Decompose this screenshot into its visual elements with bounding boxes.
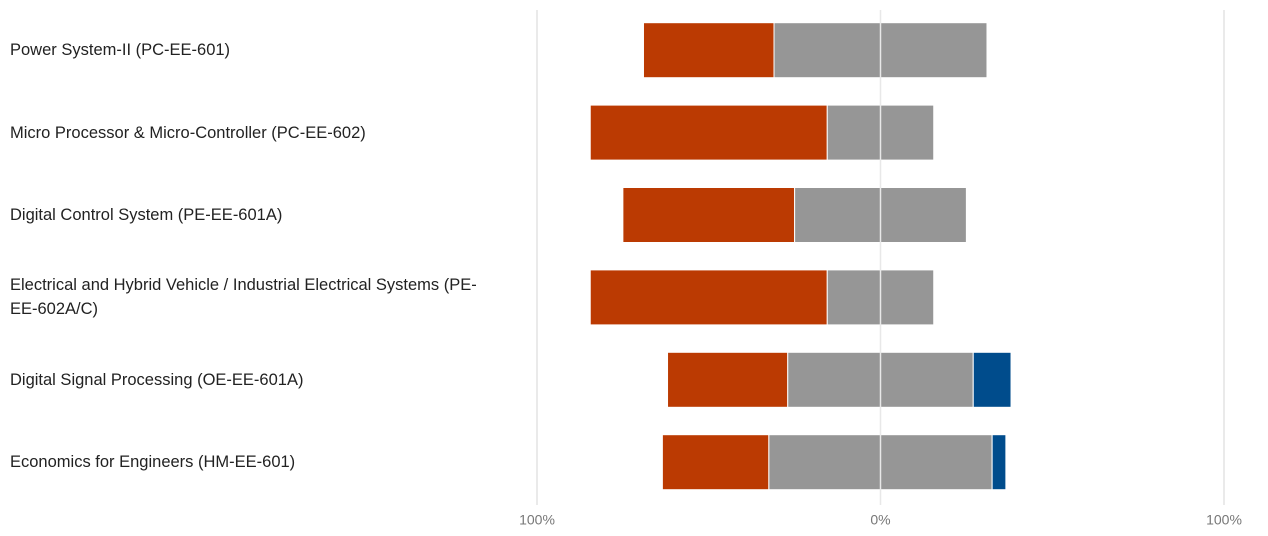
x-tick-label: 100% [519,512,555,528]
bar-segment [991,434,1007,491]
bar-segment [642,22,775,79]
category-label: Power System-II (PC-EE-601) [10,41,231,60]
x-tick-label: 100% [1206,512,1242,528]
category-label: Electrical and Hybrid Vehicle / Industri… [10,276,477,319]
x-tick-label: 0% [870,512,890,528]
category-label: Digital Signal Processing (OE-EE-601A) [10,370,304,389]
category-label: Economics for Engineers (HM-EE-601) [10,453,296,472]
bar-segment [972,351,1012,408]
bar-segment [589,269,828,326]
bar-segment [667,351,789,408]
category-label: Micro Processor & Micro-Controller (PC-E… [10,123,366,142]
bar-segment [622,187,796,243]
bar-segment [661,434,770,491]
bar-segment [589,104,828,161]
category-label: Digital Control System (PE-EE-601A) [10,206,283,224]
